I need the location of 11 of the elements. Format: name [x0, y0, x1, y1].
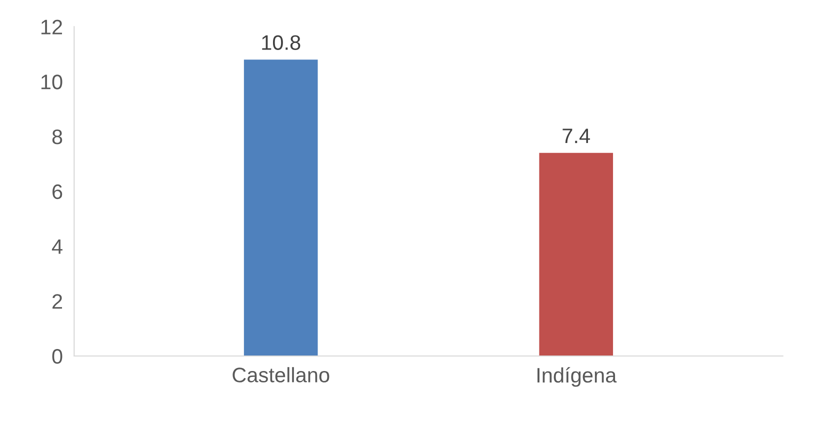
- x-tick-label: Castellano: [232, 367, 330, 382]
- y-tick-label: 10: [41, 74, 62, 90]
- y-tick-label: 4: [52, 239, 62, 254]
- y-tick-label: 0: [52, 349, 62, 364]
- data-label: 7.4: [562, 128, 590, 144]
- y-tick-label: 2: [52, 294, 62, 309]
- y-tick-label: 6: [52, 184, 62, 200]
- x-tick-label: Indígena: [537, 367, 617, 387]
- y-tick-label: 12: [41, 20, 62, 34]
- data-label: 10.8: [262, 35, 300, 50]
- y-tick-label: 8: [52, 129, 62, 144]
